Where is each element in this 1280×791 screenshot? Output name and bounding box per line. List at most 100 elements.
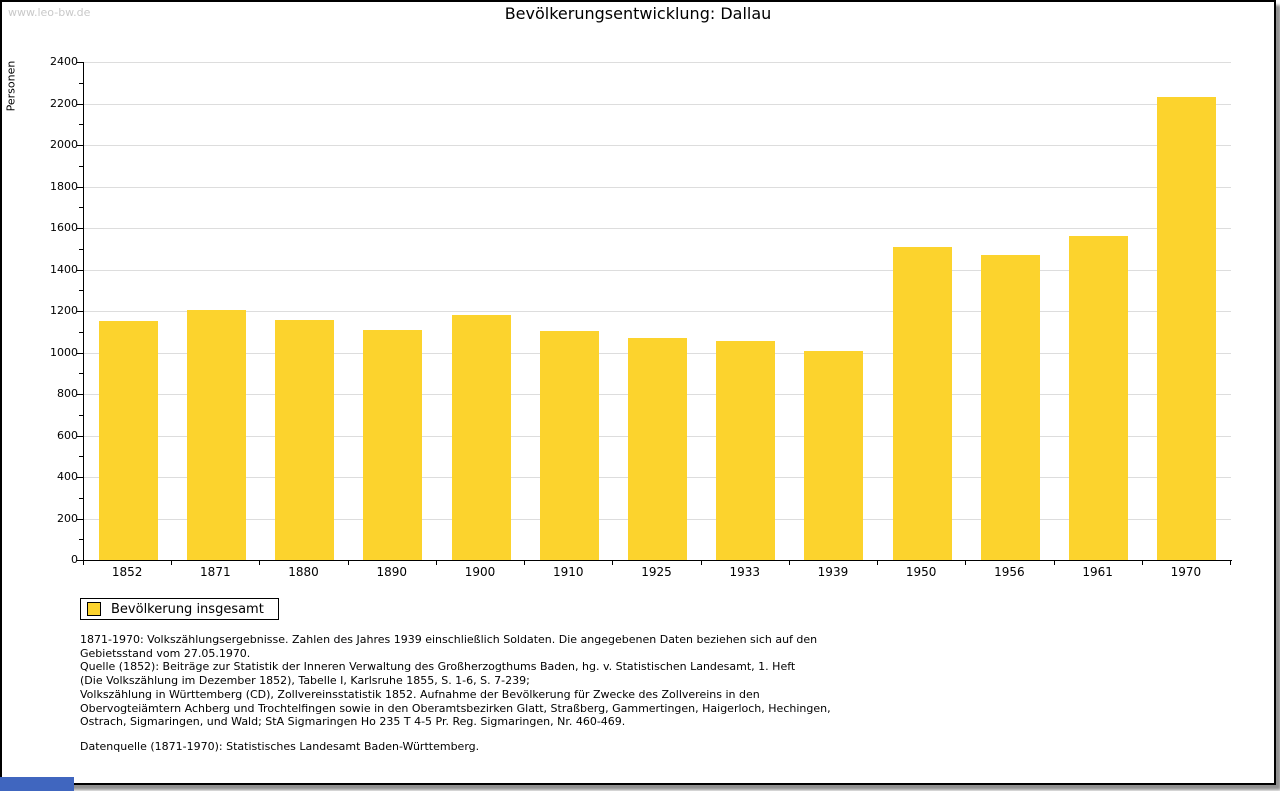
x-tick <box>83 561 84 565</box>
footnote-line: (Die Volkszählung im Dezember 1852), Tab… <box>80 674 530 688</box>
x-tick <box>965 561 967 565</box>
y-tick-label: 1400 <box>50 262 78 276</box>
y-minor-tick <box>79 456 83 458</box>
gridline <box>84 228 1231 229</box>
x-tick-label: 1956 <box>994 565 1025 579</box>
y-minor-tick <box>79 290 83 292</box>
x-tick <box>1141 561 1143 565</box>
y-major-tick <box>77 186 83 188</box>
watermark: www.leo-bw.de <box>8 6 91 19</box>
y-tick-label: 0 <box>71 553 78 566</box>
y-minor-tick <box>79 207 83 209</box>
bar-1910 <box>539 330 599 560</box>
y-major-tick <box>77 560 83 561</box>
y-tick-label: 2400 <box>50 55 78 68</box>
footnote-line: Volkszählung in Württemberg (CD), Zollve… <box>80 687 760 701</box>
y-tick-label: 1800 <box>50 179 78 193</box>
y-minor-tick <box>79 165 83 167</box>
y-tick-label: 200 <box>57 511 78 525</box>
y-tick-label: 1600 <box>50 221 78 234</box>
x-tick <box>524 561 526 565</box>
bar-1925 <box>628 337 687 560</box>
x-tick-label: 1880 <box>288 565 319 579</box>
y-minor-tick <box>79 373 83 375</box>
y-tick-label: 2200 <box>50 96 78 110</box>
y-minor-tick <box>79 331 83 333</box>
y-major-tick <box>77 103 83 105</box>
x-tick-label: 1871 <box>200 565 231 579</box>
legend-label: Bevölkerung insgesamt <box>111 601 264 617</box>
bar-1900 <box>451 315 511 560</box>
y-major-tick <box>77 62 83 63</box>
gridline <box>84 311 1231 312</box>
bar-1933 <box>716 341 776 560</box>
x-tick-label: 1950 <box>905 565 937 579</box>
gridline <box>84 269 1231 271</box>
footnote-line: Ostrach, Sigmaringen, und Wald; StA Sigm… <box>80 715 626 729</box>
footnote-line: Obervogteiämtern Achberg und Trochtelfin… <box>80 701 831 715</box>
bar-1871 <box>186 309 246 560</box>
x-tick-label: 1961 <box>1082 565 1113 579</box>
footnotes: 1871-1970: Volkszählungsergebnisse. Zahl… <box>80 633 831 729</box>
x-tick <box>877 561 879 565</box>
x-tick <box>700 561 702 565</box>
y-major-tick <box>77 394 83 395</box>
gridline <box>84 186 1231 188</box>
y-tick-label: 800 <box>57 387 78 400</box>
x-tick <box>1053 561 1055 565</box>
bottom-left-blue-fragment <box>0 777 74 791</box>
gridline <box>84 62 1231 63</box>
legend-swatch-icon <box>87 602 101 616</box>
chart-title: Bevölkerungsentwicklung: Dallau <box>504 4 772 23</box>
datasource-line: Datenquelle (1871-1970): Statistisches L… <box>80 740 480 753</box>
x-tick-label: 1925 <box>641 565 672 579</box>
x-tick <box>612 561 614 565</box>
y-tick-label: 600 <box>57 428 78 442</box>
y-tick-label: 2000 <box>50 138 78 151</box>
x-tick-label: 1939 <box>817 565 849 579</box>
x-tick <box>259 561 261 565</box>
y-minor-tick <box>79 497 83 499</box>
y-minor-tick <box>79 82 83 84</box>
y-major-tick <box>77 352 83 354</box>
gridline <box>84 103 1231 105</box>
footnote-line: 1871-1970: Volkszählungsergebnisse. Zahl… <box>80 633 818 646</box>
x-axis-line <box>83 560 1232 561</box>
x-tick-label: 1970 <box>1170 565 1202 579</box>
y-axis-line <box>83 62 84 561</box>
y-major-tick <box>77 435 83 437</box>
x-tick-label: 1910 <box>552 565 584 579</box>
bar-1852 <box>98 321 158 560</box>
bar-1939 <box>804 351 864 560</box>
gridline <box>84 145 1231 146</box>
y-minor-tick <box>79 124 83 126</box>
bar-1961 <box>1069 236 1129 560</box>
x-tick <box>347 561 349 565</box>
bar-1956 <box>980 254 1040 560</box>
footnote-line: Quelle (1852): Beiträge zur Statistik de… <box>80 660 796 674</box>
x-tick <box>435 561 437 565</box>
x-tick <box>788 561 790 565</box>
x-tick-label: 1900 <box>464 565 496 579</box>
y-minor-tick <box>79 248 83 250</box>
y-major-tick <box>77 269 83 271</box>
x-tick-label: 1933 <box>729 565 760 579</box>
y-major-tick <box>77 477 83 478</box>
footnote-line: Gebietsstand vom 27.05.1970. <box>80 646 251 660</box>
y-tick-label: 400 <box>57 470 78 483</box>
x-tick <box>171 561 173 565</box>
legend: Bevölkerung insgesamt <box>80 598 279 620</box>
bar-1880 <box>275 320 335 560</box>
y-tick-label: 1000 <box>50 345 78 359</box>
y-tick-label: 1200 <box>50 304 78 317</box>
x-tick-label: 1852 <box>111 565 143 579</box>
x-tick-label: 1890 <box>376 565 408 579</box>
y-major-tick <box>77 518 83 520</box>
bar-1890 <box>363 329 423 560</box>
y-major-tick <box>77 145 83 146</box>
x-tick <box>1230 561 1231 565</box>
y-major-tick <box>77 228 83 229</box>
y-major-tick <box>77 311 83 312</box>
y-minor-tick <box>79 414 83 416</box>
